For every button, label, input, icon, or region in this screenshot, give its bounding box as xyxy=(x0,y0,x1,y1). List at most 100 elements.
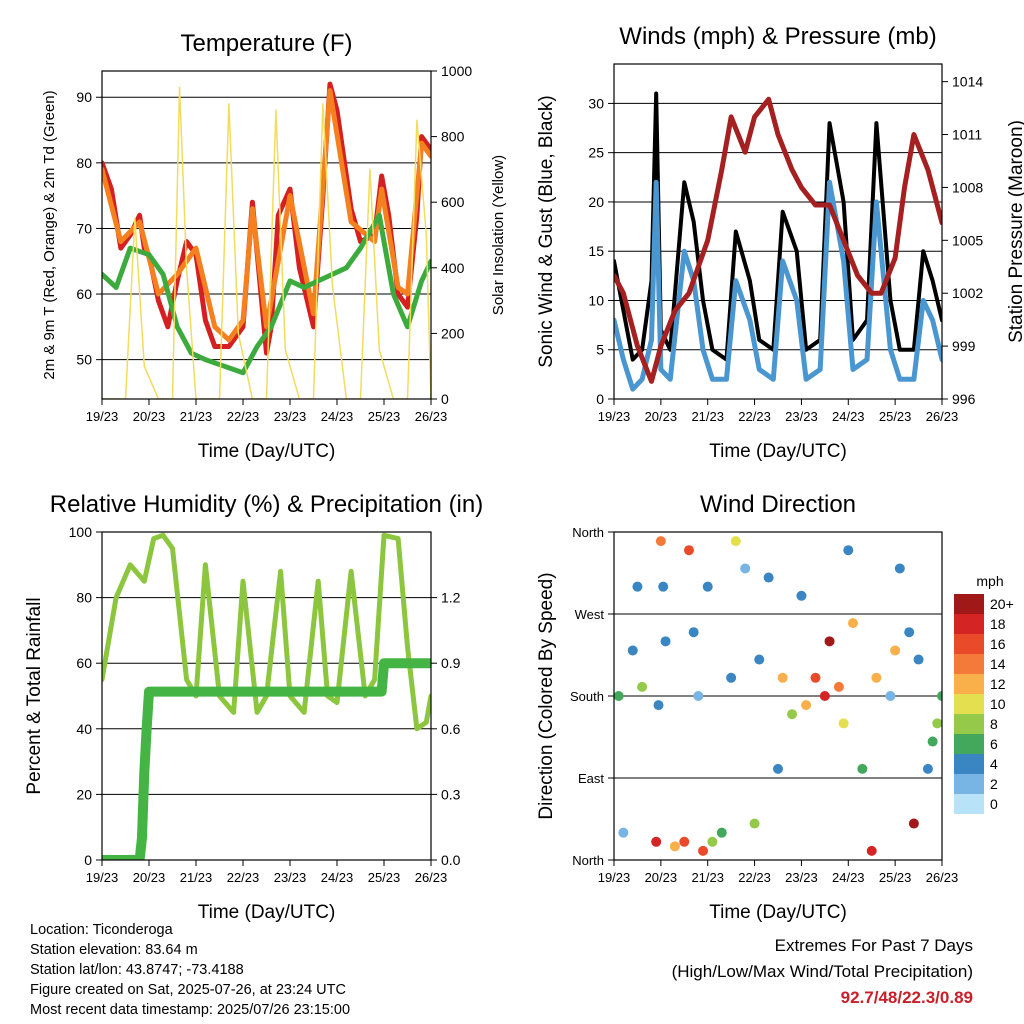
x-axis-label: Time (Day/UTC) xyxy=(198,902,336,923)
x-tick-label: 22/23 xyxy=(738,870,771,885)
x-tick-label: 19/23 xyxy=(598,870,631,885)
x-tick-label: 22/23 xyxy=(227,870,260,885)
y-axis-label: Percent & Total Rainfall xyxy=(24,597,45,794)
y-tick-label: North xyxy=(572,853,604,868)
direction-point xyxy=(932,718,942,729)
direction-point xyxy=(698,845,709,856)
y-right-axis-label: Solar Insolation (Yellow) xyxy=(490,155,507,315)
direction-point xyxy=(913,654,924,665)
x-tick-label: 24/23 xyxy=(832,870,865,885)
x-tick-label: 21/23 xyxy=(180,870,213,885)
x-tick-label: 22/23 xyxy=(738,409,771,424)
x-tick-label: 20/23 xyxy=(133,409,166,424)
x-tick-label: 23/23 xyxy=(785,409,818,424)
direction-point xyxy=(819,691,830,701)
direction-point xyxy=(847,618,858,629)
y-right-tick-label: 996 xyxy=(952,391,976,407)
plot-frame xyxy=(101,70,432,400)
direction-point xyxy=(904,627,915,638)
y-tick-label: North xyxy=(572,525,604,540)
direction-point xyxy=(824,636,835,647)
series-line-pressure xyxy=(614,96,942,384)
y-right-tick-label: 1000 xyxy=(441,63,472,79)
direction-point xyxy=(763,572,774,583)
y-right-tick-label: 1014 xyxy=(952,74,983,90)
x-tick-label: 23/23 xyxy=(785,870,818,885)
y-right-tick-label: 400 xyxy=(441,260,465,276)
direction-point xyxy=(777,672,788,683)
y-right-tick-label: 1005 xyxy=(952,232,983,248)
y-right-tick-label: 1011 xyxy=(952,127,982,143)
x-tick-label: 19/23 xyxy=(598,409,631,424)
x-tick-label: 24/23 xyxy=(321,409,354,424)
station-info: Location: Ticonderoga Station elevation:… xyxy=(30,920,350,1020)
chart-title: Relative Humidity (%) & Precipitation (i… xyxy=(50,491,483,518)
y-tick-label: 5 xyxy=(596,342,604,358)
x-tick-label: 20/23 xyxy=(645,870,678,885)
direction-point xyxy=(796,590,807,601)
y-tick-label: South xyxy=(570,689,604,704)
x-tick-label: 25/23 xyxy=(879,409,912,424)
chart-panel-3: Relative Humidity (%) & Precipitation (i… xyxy=(24,491,483,923)
x-tick-label: 26/23 xyxy=(926,870,959,885)
direction-point xyxy=(890,645,901,656)
y-right-tick-label: 600 xyxy=(441,194,465,210)
direction-point xyxy=(660,636,671,647)
y-tick-label: 10 xyxy=(588,292,604,308)
direction-point xyxy=(688,627,699,638)
chart-title: Winds (mph) & Pressure (mb) xyxy=(619,23,936,50)
x-tick-label: 23/23 xyxy=(274,409,307,424)
chart-panel-2: Winds (mph) & Pressure (mb) 0 5 10 15 20 25 30 9… xyxy=(536,23,1024,462)
direction-point xyxy=(787,709,798,720)
direction-point xyxy=(683,545,694,556)
direction-point xyxy=(632,581,643,592)
legend-swatch xyxy=(954,694,984,714)
legend-label: 18 xyxy=(990,616,1006,632)
direction-point xyxy=(679,836,690,847)
y-tick-label: 50 xyxy=(76,352,92,368)
y-tick-label: 25 xyxy=(588,145,604,161)
direction-point xyxy=(651,836,662,847)
y-right-tick-label: 1.2 xyxy=(441,590,461,606)
recent-data-text: Most recent data timestamp: 2025/07/26 2… xyxy=(30,1002,351,1018)
legend-swatch xyxy=(954,794,984,814)
x-tick-label: 22/23 xyxy=(227,409,260,424)
direction-point xyxy=(801,700,812,711)
x-tick-label: 24/23 xyxy=(832,409,865,424)
legend-label: 10 xyxy=(990,696,1006,712)
y-right-tick-label: 1008 xyxy=(952,179,983,195)
y-tick-label: 80 xyxy=(76,155,92,171)
direction-point xyxy=(730,536,741,547)
location-text: Location: Ticonderoga xyxy=(30,922,173,938)
y-right-tick-label: 999 xyxy=(952,338,976,354)
y-right-tick-label: 1002 xyxy=(952,285,983,301)
legend-swatch xyxy=(954,654,984,674)
y-tick-label: 70 xyxy=(76,220,92,236)
plot-frame xyxy=(613,531,943,861)
direction-point xyxy=(857,763,868,774)
chart-title: Wind Direction xyxy=(700,491,856,518)
series-line-wind xyxy=(614,179,942,392)
x-tick-label: 23/23 xyxy=(274,870,307,885)
legend-label: 2 xyxy=(990,776,998,792)
direction-point xyxy=(908,818,919,829)
direction-point xyxy=(843,545,854,556)
legend-title: mph xyxy=(976,573,1003,589)
direction-point xyxy=(716,827,727,838)
y-tick-label: 0 xyxy=(84,852,92,868)
y-tick-label: 60 xyxy=(76,286,92,302)
extremes-subtitle: (High/Low/Max Wind/Total Precipitation) xyxy=(671,962,973,981)
x-axis-label: Time (Day/UTC) xyxy=(198,441,336,462)
y-tick-label: East xyxy=(578,771,604,786)
direction-point xyxy=(871,672,882,683)
direction-point xyxy=(637,681,648,692)
direction-point xyxy=(833,681,844,692)
plot-area xyxy=(614,91,942,392)
x-axis-label: Time (Day/UTC) xyxy=(709,441,847,462)
y-right-tick-label: 0.3 xyxy=(441,786,461,802)
direction-point xyxy=(866,845,877,856)
y-tick-label: 40 xyxy=(76,721,92,737)
chart-panel-1: Temperature (F) 50 60 70 80 90 0 200 400 600 800 10… xyxy=(41,30,507,462)
y-right-tick-label: 800 xyxy=(441,129,465,145)
legend-label: 20+ xyxy=(990,596,1014,612)
